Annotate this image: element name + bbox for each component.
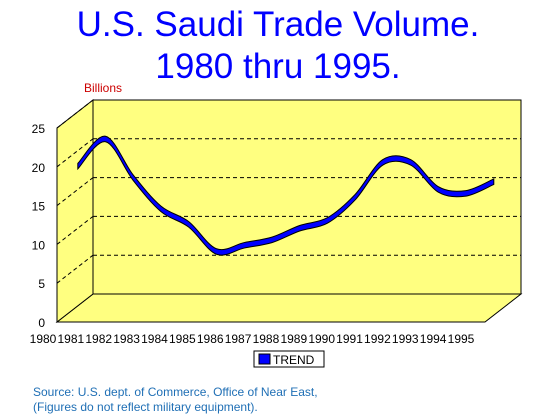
y-tick-label: 5 bbox=[38, 277, 45, 291]
source-line-1: Source: U.S. dept. of Commerce, Office o… bbox=[33, 385, 318, 399]
x-tick-label: 1990 bbox=[308, 332, 335, 346]
series-trend-ribbon bbox=[77, 135, 495, 256]
y-tick-label: 15 bbox=[32, 200, 46, 214]
x-tick-label: 1983 bbox=[113, 332, 140, 346]
legend-label: TREND bbox=[273, 353, 315, 367]
x-tick-label: 1988 bbox=[253, 332, 280, 346]
legend-swatch bbox=[258, 353, 271, 365]
chart-back-wall bbox=[92, 99, 522, 295]
x-tick-label: 1986 bbox=[197, 332, 224, 346]
gridline-side bbox=[56, 177, 94, 206]
y-tick-label: 20 bbox=[32, 161, 46, 175]
x-tick-label: 1987 bbox=[225, 332, 252, 346]
x-tick-label: 1991 bbox=[336, 332, 363, 346]
gridline-side bbox=[56, 138, 94, 168]
x-tick-label: 1994 bbox=[420, 332, 447, 346]
x-tick-label: 1985 bbox=[169, 332, 196, 346]
chart-title: U.S. Saudi Trade Volume. 1980 thru 1995. bbox=[0, 4, 556, 88]
x-tick-label: 1982 bbox=[85, 332, 112, 346]
x-tick-label: 1993 bbox=[392, 332, 419, 346]
x-tick-label: 1981 bbox=[58, 332, 85, 346]
chart-title-line-1: U.S. Saudi Trade Volume. bbox=[76, 5, 480, 44]
legend-box bbox=[253, 350, 325, 368]
x-tick-label: 1989 bbox=[280, 332, 307, 346]
x-tick-label: 1992 bbox=[364, 332, 391, 346]
chart-floor bbox=[55, 293, 523, 323]
source-note: Source: U.S. dept. of Commerce, Office o… bbox=[33, 385, 318, 415]
x-tick-label: 1980 bbox=[30, 332, 57, 346]
source-line-2: (Figures do not reflect military equipme… bbox=[33, 400, 258, 414]
gridline-side bbox=[56, 254, 94, 284]
gridline-side bbox=[56, 99, 94, 129]
gridline-side bbox=[56, 216, 94, 245]
chart-title-line-2: 1980 thru 1995. bbox=[155, 47, 401, 86]
y-tick-label: 0 bbox=[38, 316, 45, 330]
chart-side-wall bbox=[56, 98, 94, 324]
x-tick-label: 1984 bbox=[141, 332, 168, 346]
x-tick-label: 1995 bbox=[448, 332, 475, 346]
y-tick-label: 25 bbox=[32, 122, 46, 136]
units-label: Billions bbox=[84, 81, 122, 95]
y-tick-label: 10 bbox=[32, 238, 46, 252]
